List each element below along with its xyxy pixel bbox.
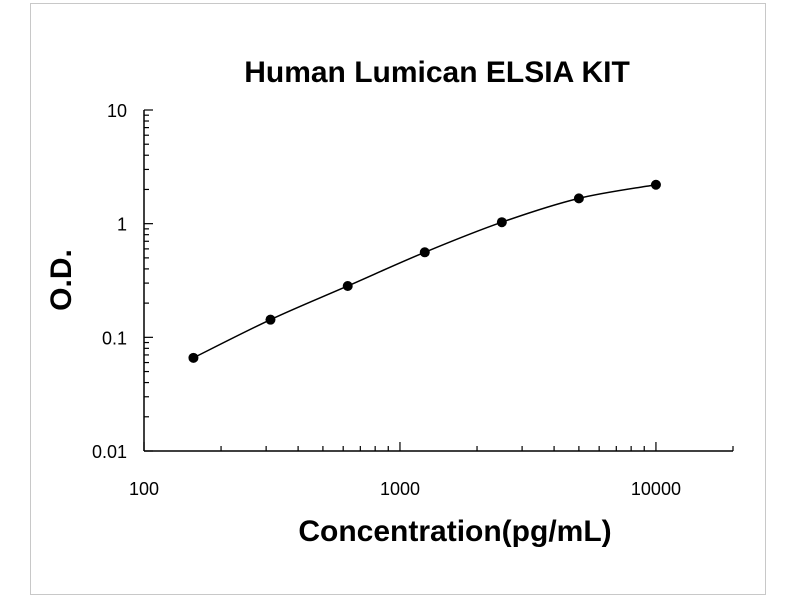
fit-curve: [193, 184, 657, 359]
data-point: [573, 193, 584, 204]
chart-frame: [30, 3, 766, 595]
x-tick-label: 10000: [631, 479, 681, 499]
x-axis-ticks: 100 1000 10000: [129, 442, 734, 499]
y-tick-label: 1: [117, 215, 127, 235]
data-point: [419, 247, 430, 258]
x-axis-title: Concentration(pg/mL): [298, 515, 611, 548]
y-axis-ticks: 10 1 0.1 0.01: [92, 101, 153, 462]
data-point: [342, 280, 353, 291]
data-point: [188, 352, 199, 363]
data-point: [496, 217, 507, 228]
y-axis-title: O.D.: [45, 249, 78, 311]
y-tick-label: 0.01: [92, 442, 127, 462]
x-tick-label: 100: [129, 479, 159, 499]
y-tick-label: 0.1: [102, 328, 127, 348]
x-tick-label: 1000: [380, 479, 420, 499]
data-points: [188, 179, 661, 363]
data-point: [650, 179, 661, 190]
y-tick-label: 10: [107, 101, 127, 121]
chart-title: Human Lumican ELSIA KIT: [244, 56, 630, 89]
data-point: [265, 314, 276, 325]
